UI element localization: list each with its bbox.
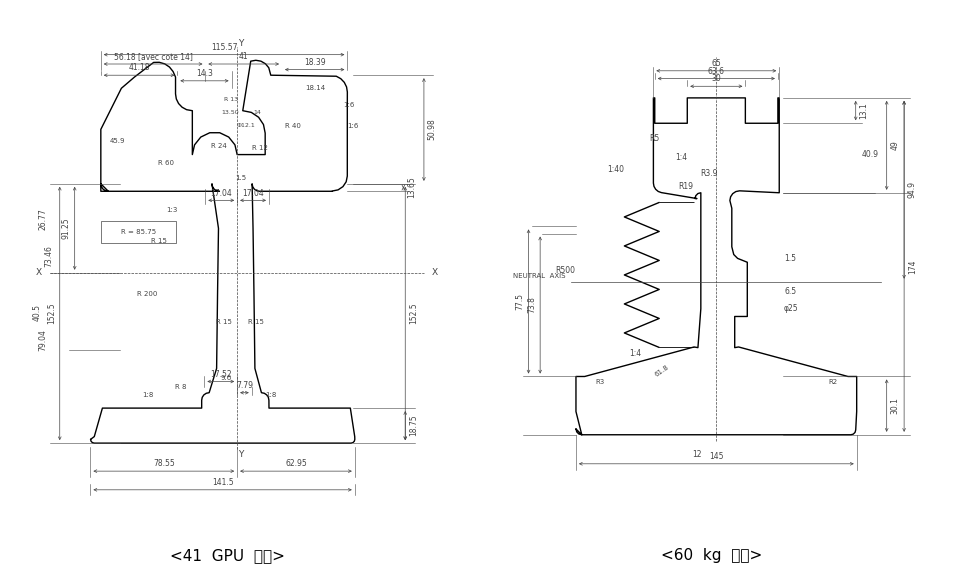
Text: 78.55: 78.55 xyxy=(153,460,174,468)
Text: <41  GPU  레일>: <41 GPU 레일> xyxy=(170,548,285,563)
Text: 13.65: 13.65 xyxy=(408,176,416,198)
Text: 1:8: 1:8 xyxy=(265,391,277,398)
Text: 18.75: 18.75 xyxy=(408,415,418,437)
Text: 94.9: 94.9 xyxy=(908,181,917,198)
Text: 1:4: 1:4 xyxy=(676,154,687,162)
Text: 73.8: 73.8 xyxy=(528,297,536,313)
Text: 1.5: 1.5 xyxy=(235,175,247,181)
Text: 30.1: 30.1 xyxy=(891,397,899,414)
Text: 91.25: 91.25 xyxy=(62,217,71,239)
Text: 1:8: 1:8 xyxy=(142,391,153,398)
Text: R3.9: R3.9 xyxy=(700,169,717,178)
Text: R3: R3 xyxy=(595,379,605,385)
FancyBboxPatch shape xyxy=(101,221,175,244)
Text: 115.57: 115.57 xyxy=(211,43,237,52)
Text: R 40: R 40 xyxy=(286,123,301,128)
Text: R 24: R 24 xyxy=(211,143,227,149)
Text: 26.77: 26.77 xyxy=(39,208,47,230)
Text: 1:40: 1:40 xyxy=(607,165,624,174)
Text: X: X xyxy=(36,268,43,277)
Text: 152.5: 152.5 xyxy=(408,303,418,324)
Text: X: X xyxy=(432,268,439,277)
Text: 50.98: 50.98 xyxy=(428,119,437,140)
Text: 63.6: 63.6 xyxy=(708,66,725,76)
Text: 152.5: 152.5 xyxy=(47,303,56,324)
Text: 17.04: 17.04 xyxy=(242,189,264,198)
Text: 49: 49 xyxy=(891,140,899,150)
Text: 6.5: 6.5 xyxy=(784,287,797,296)
Text: 30: 30 xyxy=(711,74,721,84)
Text: R = 85.75: R = 85.75 xyxy=(121,229,156,235)
Text: 7.79: 7.79 xyxy=(236,381,253,390)
Text: R500: R500 xyxy=(556,265,575,274)
Text: <60  kg  레일>: <60 kg 레일> xyxy=(661,548,762,563)
Text: 12: 12 xyxy=(692,450,702,458)
Text: 17.52: 17.52 xyxy=(210,370,231,379)
Text: 1:6: 1:6 xyxy=(348,123,358,128)
Text: R 200: R 200 xyxy=(137,291,158,297)
Text: 62.95: 62.95 xyxy=(285,460,307,468)
Text: 73.46: 73.46 xyxy=(44,245,53,267)
Text: 77.5: 77.5 xyxy=(516,293,525,310)
Text: 141.5: 141.5 xyxy=(212,478,233,487)
Text: 17.04: 17.04 xyxy=(210,189,232,198)
Text: 56.18 [avec cote 14]: 56.18 [avec cote 14] xyxy=(113,52,193,61)
Text: 1:6: 1:6 xyxy=(344,102,355,108)
Text: 65: 65 xyxy=(711,59,721,68)
Text: 1.5: 1.5 xyxy=(784,254,796,263)
Text: Y: Y xyxy=(238,450,244,459)
Text: 1:3: 1:3 xyxy=(166,207,177,213)
Text: 14.3: 14.3 xyxy=(197,69,213,78)
Text: R 8: R 8 xyxy=(175,384,187,390)
Text: 9.6: 9.6 xyxy=(221,375,231,380)
Text: 18.14: 18.14 xyxy=(306,85,325,91)
Text: Φ12.1: Φ12.1 xyxy=(237,123,256,128)
Text: 13.50: 13.50 xyxy=(221,110,238,115)
Text: R 60: R 60 xyxy=(158,160,174,166)
Text: R 12: R 12 xyxy=(252,145,267,151)
Text: R 15: R 15 xyxy=(151,238,166,245)
Text: 41: 41 xyxy=(239,52,249,61)
Text: 13.1: 13.1 xyxy=(860,102,868,119)
Text: 45.9: 45.9 xyxy=(110,138,126,144)
Text: 40.5: 40.5 xyxy=(33,304,42,321)
Text: 174: 174 xyxy=(908,259,917,273)
Text: R2: R2 xyxy=(828,379,837,385)
Text: Y: Y xyxy=(238,39,244,48)
Text: 145: 145 xyxy=(710,452,723,461)
Text: 61.8: 61.8 xyxy=(654,364,670,378)
Text: NEUTRAL  AXIS: NEUTRAL AXIS xyxy=(513,273,565,279)
Text: R 15: R 15 xyxy=(248,319,263,325)
Text: R5: R5 xyxy=(650,134,659,143)
Text: 40.9: 40.9 xyxy=(862,150,879,159)
Text: 18.39: 18.39 xyxy=(304,58,325,67)
Text: 41.18: 41.18 xyxy=(129,64,150,72)
Text: 79.04: 79.04 xyxy=(39,329,47,351)
Text: R19: R19 xyxy=(678,182,693,191)
Text: 14: 14 xyxy=(254,110,261,115)
Text: R 13: R 13 xyxy=(225,97,239,102)
Text: R 15: R 15 xyxy=(216,319,232,325)
Text: φ25: φ25 xyxy=(784,304,799,313)
Text: 1:4: 1:4 xyxy=(629,349,641,358)
